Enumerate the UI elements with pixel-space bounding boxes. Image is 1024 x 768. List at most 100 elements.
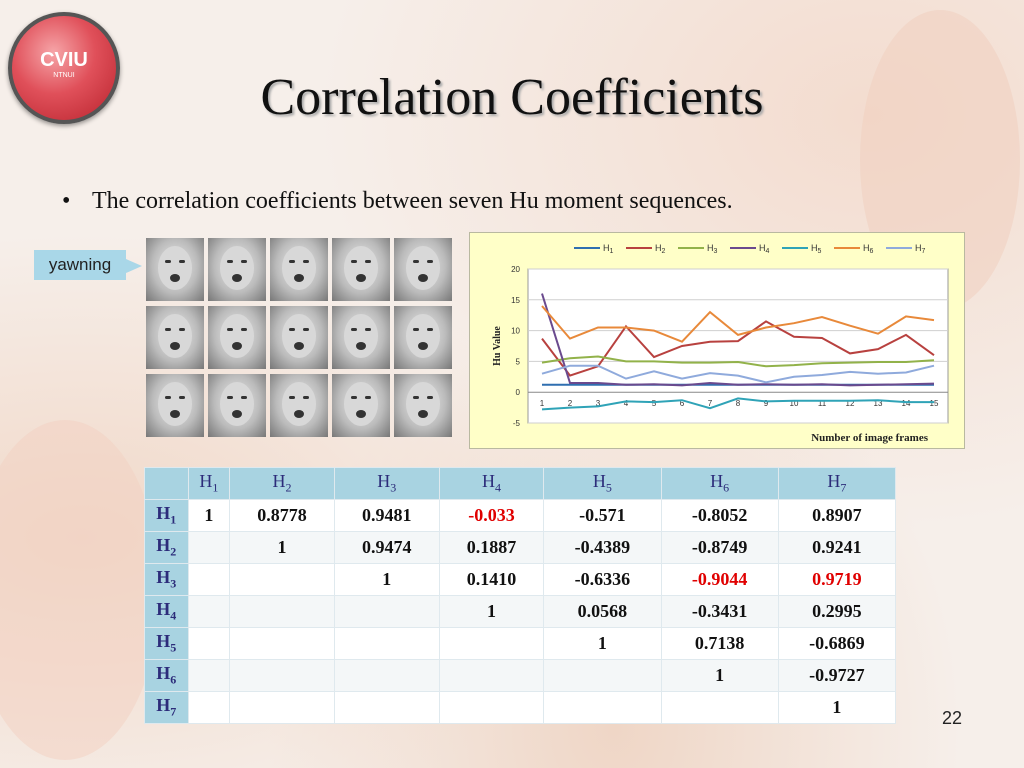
x-tick-label: 8 [736, 399, 741, 408]
table-cell [333, 691, 440, 724]
table-cell [187, 691, 231, 724]
slide-title: Correlation Coefficients [260, 69, 764, 126]
x-tick-label: 1 [540, 399, 545, 408]
baby-frame-image [146, 306, 204, 369]
table-cell: 0.0568 [543, 595, 662, 628]
x-tick-label: 3 [596, 399, 601, 408]
baby-frame-image [270, 374, 328, 437]
bullet-icon: • [62, 188, 71, 214]
table-cell [187, 563, 231, 596]
y-tick-label: 20 [511, 265, 520, 274]
table-cell: 1 [543, 627, 662, 660]
table-cell: 0.8778 [229, 499, 335, 532]
background-baby-left [0, 420, 160, 760]
table-header-row: H1 H2 H3 H4 H5 H6 H7 [144, 467, 897, 500]
table-row: H7 1 [144, 691, 897, 724]
table-cell [187, 627, 231, 660]
table-cell: -0.8052 [660, 499, 779, 532]
baby-frame-image [394, 374, 452, 437]
table-cell: 1 [438, 595, 545, 628]
legend-entry: H1 [603, 243, 614, 255]
table-cell [333, 627, 440, 660]
table-cell [333, 659, 440, 692]
y-tick-label: -5 [513, 419, 521, 428]
x-tick-label: 5 [652, 399, 657, 408]
baby-frame-image [332, 238, 390, 301]
table-cell [660, 691, 779, 724]
cviu-logo: CVIU NTNUI [8, 12, 120, 124]
table-row: H6 1 -0.9727 [144, 659, 897, 692]
series-line-h5 [541, 397, 934, 411]
correlation-table: H1 H2 H3 H4 H5 H6 H7 H1 1 0.8778 0.9481 -0.033 -0.5… [144, 467, 897, 724]
table-cell [229, 563, 335, 596]
bullet-text: The correlation coefficients between sev… [92, 188, 733, 214]
bullet-item: • The correlation coefficients between se… [62, 188, 733, 215]
table-cell: 0.1887 [438, 531, 545, 564]
table-cell: -0.9727 [777, 659, 897, 692]
baby-frame-image [208, 306, 266, 369]
plot-area [527, 268, 949, 424]
row-header: H3 [144, 563, 189, 596]
table-cell: 0.1410 [438, 563, 545, 596]
table-cell [187, 659, 231, 692]
table-row: H2 1 0.9474 0.1887 -0.4389 -0.8749 0.9241 [144, 531, 897, 564]
x-tick-label: 11 [818, 399, 827, 408]
series-line-h4 [541, 293, 935, 387]
x-tick-label: 7 [708, 399, 713, 408]
table-cell: 1 [660, 659, 779, 692]
table-row: H4 1 0.0568 -0.3431 0.2995 [144, 595, 897, 628]
table-cell: 1 [777, 691, 897, 724]
row-header: H7 [144, 691, 189, 724]
table-cell: 0.7138 [660, 627, 779, 660]
table-cell [229, 627, 335, 660]
legend-entry: H2 [655, 243, 666, 255]
x-tick-label: 13 [874, 399, 883, 408]
table-row: H1 1 0.8778 0.9481 -0.033 -0.571 -0.8052 0.8907 [144, 499, 897, 532]
column-header: H7 [777, 467, 897, 500]
table-cell: -0.9044 [660, 563, 779, 596]
y-tick-label: 0 [516, 388, 521, 397]
table-cell: 1 [229, 531, 335, 564]
baby-frame-image [394, 306, 452, 369]
row-header: H1 [144, 499, 189, 532]
table-cell: -0.6336 [543, 563, 662, 596]
table-cell: -0.6869 [777, 627, 897, 660]
table-cell: 0.2995 [777, 595, 897, 628]
table-corner-cell [144, 467, 189, 500]
table-cell: -0.8749 [660, 531, 779, 564]
table-cell [333, 595, 440, 628]
series-line-h2 [541, 320, 935, 377]
x-tick-label: 12 [846, 399, 855, 408]
y-tick-label: 10 [511, 327, 520, 336]
row-header: H4 [144, 595, 189, 628]
series-line-h7 [541, 364, 935, 384]
table-cell: 1 [333, 563, 440, 596]
series-line-h6 [541, 305, 935, 343]
table-cell [229, 691, 335, 724]
y-tick-label: 5 [516, 357, 521, 366]
column-header: H1 [187, 467, 231, 500]
legend-entry: H7 [915, 243, 926, 255]
row-header: H2 [144, 531, 189, 564]
table-cell: 0.9474 [333, 531, 440, 564]
x-tick-label: 9 [764, 399, 769, 408]
baby-frame-image [270, 238, 328, 301]
column-header: H5 [543, 467, 662, 500]
legend-entry: H3 [707, 243, 718, 255]
series-line-h3 [541, 355, 935, 368]
column-header: H4 [438, 467, 545, 500]
column-header: H2 [229, 467, 335, 500]
table-cell [187, 595, 231, 628]
table-cell: 0.8907 [777, 499, 897, 532]
x-tick-label: 15 [930, 399, 939, 408]
baby-frame-image [146, 238, 204, 301]
yawning-tag: yawning [34, 250, 142, 280]
x-tick-label: 6 [680, 399, 685, 408]
table-cell: 0.9719 [777, 563, 897, 596]
table-cell [438, 627, 545, 660]
x-tick-label: 10 [790, 399, 799, 408]
table-cell: -0.3431 [660, 595, 779, 628]
baby-frame-image [270, 306, 328, 369]
image-frames-grid [146, 238, 452, 438]
